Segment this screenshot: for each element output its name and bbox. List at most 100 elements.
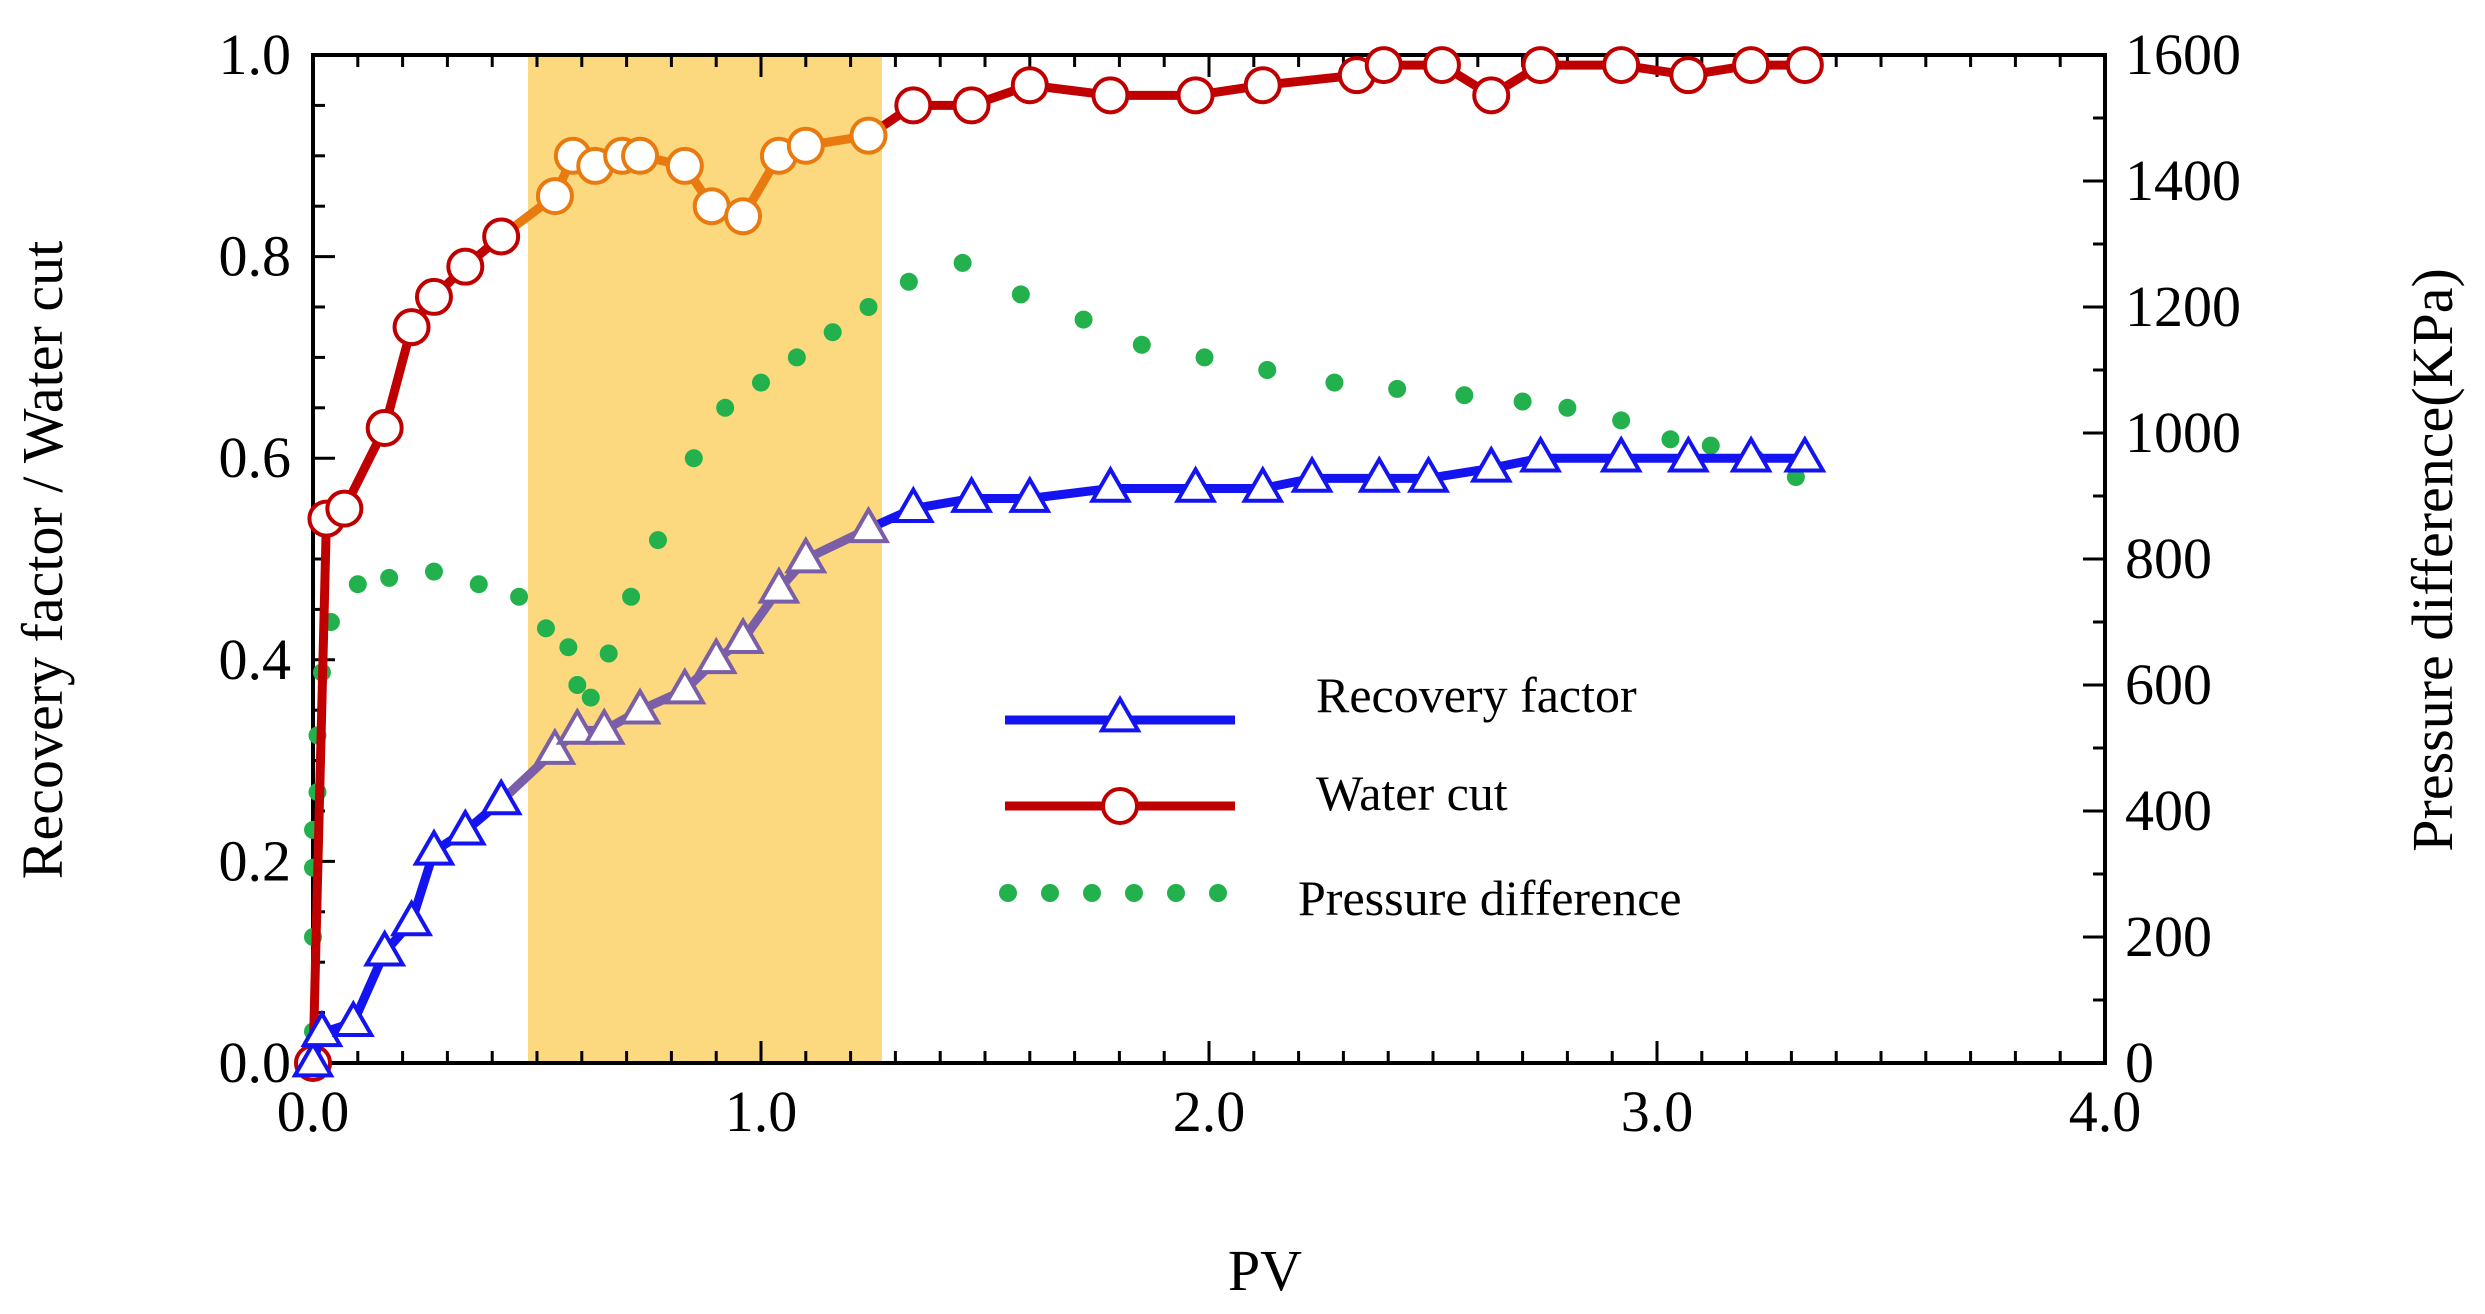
pressure-difference-point [1786,468,1805,487]
water-cut-point [1243,66,1282,105]
recovery-factor-point [618,687,662,725]
y-right-tick-label: 800 [2125,526,2212,591]
x-tick-label: 4.0 [2069,1079,2142,1144]
pressure-difference-point [1132,335,1151,354]
pressure-difference-point [752,373,770,392]
pressure-difference-point [568,676,587,694]
legend-marker-pressure-difference [1083,884,1101,902]
pressure-difference-point [536,619,555,638]
y-right-tick-label: 1400 [2125,148,2241,213]
recovery-factor-point [1357,455,1401,493]
pressure-difference-point [469,575,488,594]
recovery-factor-point [721,616,765,654]
pressure-difference-point [1195,348,1214,367]
recovery-factor-point [479,777,523,816]
recovery-factor-point [1469,445,1513,483]
series-layer [291,46,1827,1082]
legend-marker-pressure-difference [1167,884,1185,902]
pressure-difference-point [510,587,529,606]
recovery-factor-point [663,667,707,705]
recovery-factor-point [331,999,375,1038]
pressure-difference-point [599,644,618,663]
legend-marker-pressure-difference [1125,884,1143,902]
x-tick-label: 1.0 [725,1079,798,1144]
water-cut-point [1176,76,1215,115]
pressure-difference-point [1455,386,1474,405]
recovery-factor-point [443,808,487,846]
y-right-tick-label: 200 [2125,904,2212,969]
pressure-difference-point [953,253,972,272]
recovery-factor-point [694,636,738,675]
y-left-tick-label: 0.8 [219,224,292,289]
recovery-factor-point [757,566,801,604]
y-right-tick-label: 400 [2125,778,2212,843]
pressure-difference-point [1074,310,1093,329]
water-cut-point [786,126,825,165]
water-cut-point [894,86,933,125]
water-cut-point [621,136,660,175]
recovery-factor-point [412,828,456,866]
water-cut-point [325,489,364,528]
recovery-factor-point [1783,435,1827,473]
recovery-factor-point [555,707,599,745]
water-cut-point [724,197,763,236]
recovery-factor-point [390,898,434,937]
y-left-tick-label: 0.4 [219,627,292,692]
legend-marker-pressure-difference [999,884,1017,902]
pressure-difference-point [559,638,578,657]
pressure-difference-point [899,272,918,291]
y-left-tick-label: 0.0 [219,1030,292,1095]
water-cut-point [414,277,453,316]
pressure-difference-point [1388,379,1407,398]
tick-layer: 0.0 1.0 2.0 3.0 4.0 0.0 0.2 0.4 0.6 0.8 1.0 0 200 400… [219,22,2242,1144]
water-cut-point [365,408,404,447]
pressure-difference-point [787,348,806,367]
water-cut-point [1732,46,1771,85]
legend-marker-pressure-difference [1041,884,1059,902]
water-cut-point [535,177,574,216]
pressure-difference-point [1558,398,1577,417]
y-right-tick-label: 1200 [2125,274,2241,339]
water-cut-point [952,86,991,125]
legend-marker-water-cut [1101,787,1139,825]
legend-label-pressure-difference: Pressure difference [1298,870,1682,926]
recovery-factor-point [1008,475,1052,513]
legend-marker-pressure-difference [1209,884,1227,902]
water-cut-point [692,187,731,226]
recovery-factor-point [1407,455,1451,493]
pressure-difference-point [1513,392,1532,411]
pressure-difference-point [1258,361,1277,379]
water-cut-point [1521,46,1560,85]
y-axis-left-title: Recovery factor / Water cut [10,241,75,879]
water-cut-point [1010,66,1049,105]
water-cut-point [665,146,704,185]
y-left-tick-label: 0.6 [219,425,292,490]
water-cut-segment [308,514,331,1068]
water-cut-point [446,247,485,286]
legend: Recovery factor Water cut Pressure diffe… [999,667,1682,926]
water-cut-point [1785,46,1824,85]
water-cut-point [1602,46,1641,85]
recovery-factor-point [300,1009,344,1048]
pressure-difference-point [1661,430,1680,449]
water-cut-point [1422,46,1461,85]
recovery-factor-point [1241,465,1285,503]
y-right-tick-label: 0 [2125,1030,2154,1095]
pressure-difference-point [1325,373,1344,392]
water-cut-point [1364,46,1403,85]
y-left-tick-label: 0.2 [219,828,292,893]
water-cut-point [392,308,431,347]
recovery-factor-point [1088,465,1132,503]
recovery-factor-point [363,929,407,967]
y-axis-right-title: Pressure difference(KPa) [2400,268,2465,852]
water-cut-point [849,116,888,155]
pressure-difference-point [380,568,399,587]
x-tick-label: 0.0 [277,1079,350,1144]
pressure-difference-point [859,298,878,316]
recovery-factor-point [950,475,994,513]
x-tick-label: 3.0 [1621,1079,1694,1144]
legend-label-water-cut: Water cut [1316,765,1508,821]
pressure-difference-point [1701,436,1720,455]
recovery-factor-point [1666,435,1710,473]
